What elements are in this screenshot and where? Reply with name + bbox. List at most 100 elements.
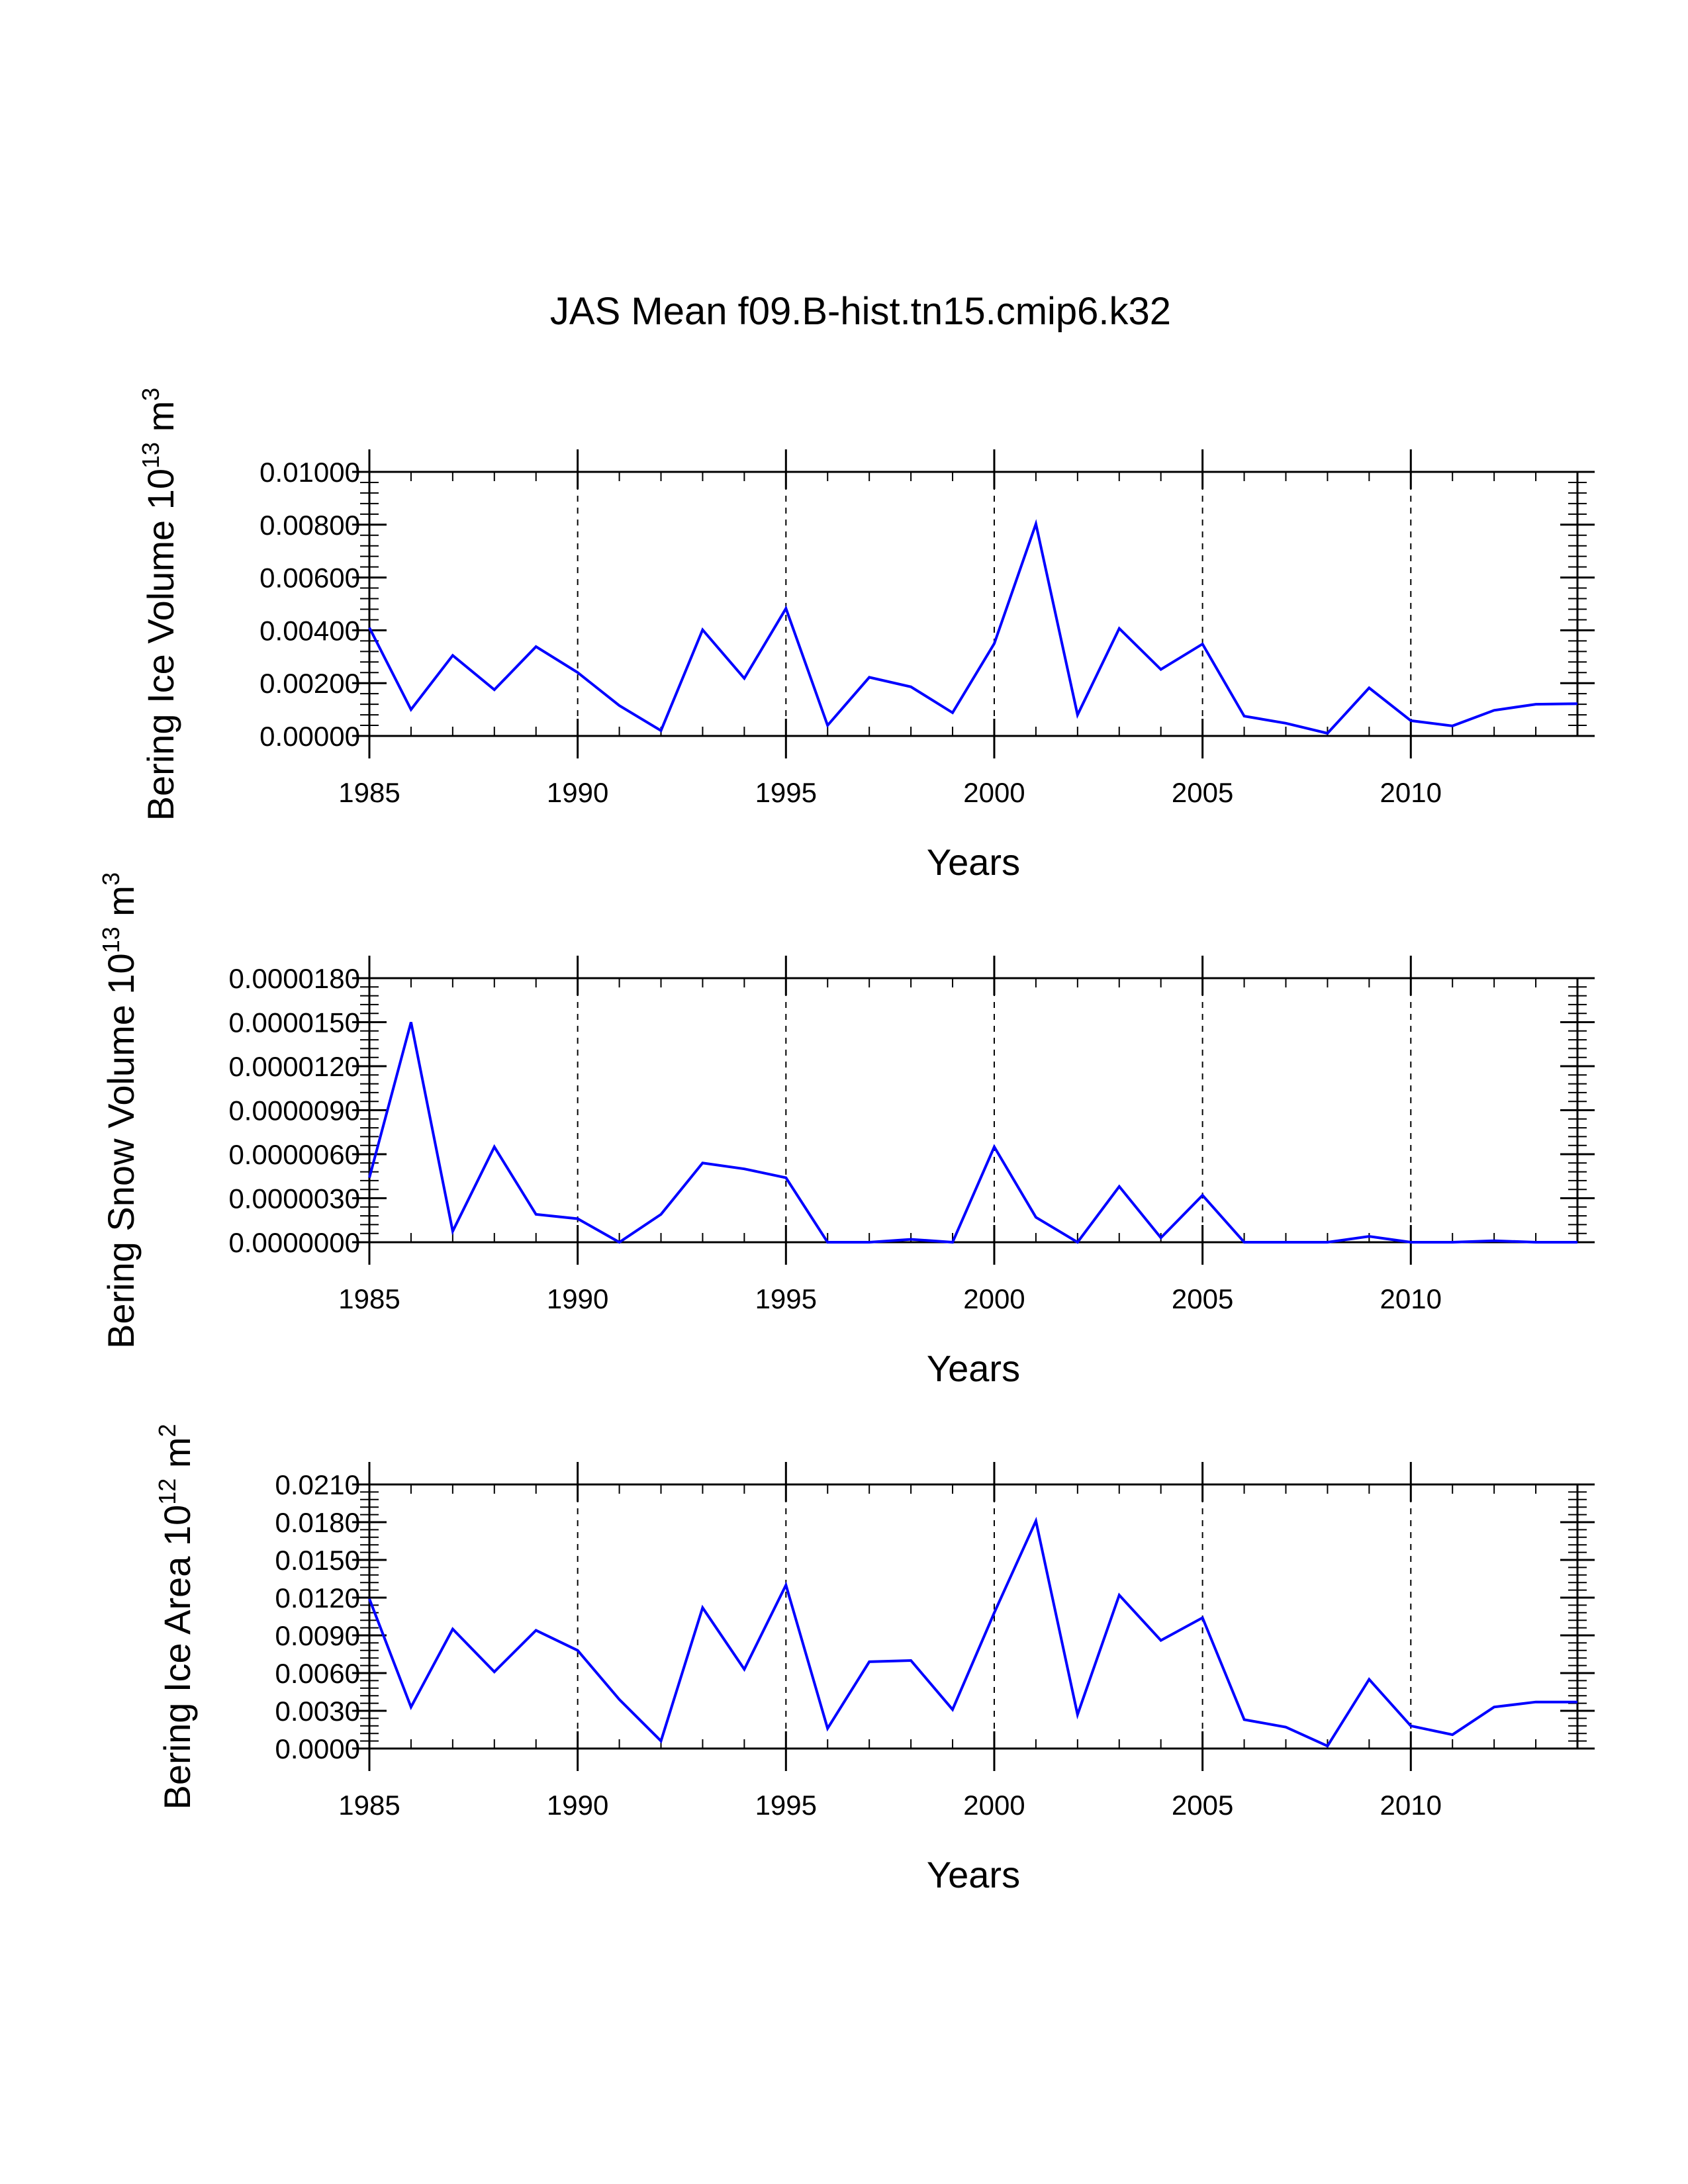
y-tick-label: 0.0180 bbox=[275, 1507, 360, 1538]
data-point bbox=[868, 1661, 870, 1663]
y-tick-label: 0.0060 bbox=[275, 1658, 360, 1689]
x-tick-label: 2005 bbox=[1172, 777, 1233, 808]
y-tick-label: 0.0000150 bbox=[228, 1007, 360, 1038]
data-point bbox=[1576, 702, 1579, 705]
y-tick-label: 0.00200 bbox=[259, 668, 360, 699]
data-point bbox=[368, 1176, 371, 1179]
data-point bbox=[910, 1238, 912, 1241]
data-point bbox=[577, 1649, 579, 1652]
data-point bbox=[910, 1659, 912, 1662]
data-point bbox=[868, 676, 870, 678]
x-axis-label: Years bbox=[927, 1347, 1020, 1389]
plot-frame bbox=[368, 977, 1579, 1244]
data-point bbox=[951, 1241, 954, 1244]
x-tick-label: 1990 bbox=[547, 1283, 608, 1314]
data-point bbox=[993, 642, 996, 645]
y-tick-label: 0.0030 bbox=[275, 1696, 360, 1727]
y-tick-label: 0.00000 bbox=[259, 721, 360, 752]
data-point bbox=[1493, 1240, 1495, 1242]
y-tick-label: 0.0090 bbox=[275, 1620, 360, 1651]
data-point bbox=[1035, 1520, 1037, 1522]
y-axis-label: Bering Ice Area 1012 m2 bbox=[154, 1424, 198, 1809]
data-point bbox=[1284, 1241, 1287, 1244]
panel-ice-area: 1985 1990 1995 2000 2005 2010 0.0000 0.0030 0.00… bbox=[154, 1424, 1595, 1895]
data-point bbox=[826, 724, 829, 727]
data-point bbox=[1160, 668, 1162, 670]
data-point bbox=[618, 704, 621, 707]
data-point bbox=[1284, 1726, 1287, 1729]
x-tick-label: 2010 bbox=[1380, 1790, 1442, 1821]
x-tick-label: 1990 bbox=[547, 777, 608, 808]
data-point bbox=[577, 1218, 579, 1220]
series-line-ice-volume bbox=[368, 519, 1578, 735]
y-tick-label: 0.0000060 bbox=[228, 1139, 360, 1170]
data-point bbox=[1243, 715, 1246, 717]
data-point bbox=[1201, 643, 1204, 645]
data-point bbox=[618, 1241, 621, 1244]
data-point bbox=[910, 686, 912, 688]
plot-frame bbox=[368, 471, 1579, 737]
x-tick-label: 2000 bbox=[963, 1283, 1025, 1314]
data-point bbox=[1409, 1241, 1412, 1244]
data-point bbox=[1160, 1639, 1162, 1642]
data-point bbox=[993, 1612, 996, 1614]
data-point bbox=[451, 1628, 454, 1631]
y-tick-label: 0.00400 bbox=[259, 615, 360, 646]
data-point bbox=[1118, 1594, 1121, 1596]
x-tick-label: 1990 bbox=[547, 1790, 608, 1821]
x-axis-label: Years bbox=[927, 841, 1020, 883]
x-tick-label: 1985 bbox=[338, 777, 400, 808]
x-tick-label: 1995 bbox=[755, 1283, 817, 1314]
data-point bbox=[1409, 1725, 1412, 1727]
data-point bbox=[1576, 1241, 1579, 1244]
data-point bbox=[743, 1668, 745, 1670]
y-tick-label: 0.0150 bbox=[275, 1545, 360, 1576]
data-point bbox=[1451, 725, 1454, 727]
y-tick-label: 0.0000 bbox=[275, 1733, 360, 1764]
panel-snow-volume: 1985 1990 1995 2000 2005 2010 0.0000000 0.00000… bbox=[97, 872, 1595, 1389]
data-point bbox=[1243, 1241, 1246, 1244]
x-tick-label: 2010 bbox=[1380, 777, 1442, 808]
plot-frame bbox=[368, 1483, 1579, 1750]
x-tick-label: 1985 bbox=[338, 1283, 400, 1314]
data-point bbox=[1326, 1745, 1329, 1747]
data-point bbox=[1493, 709, 1495, 711]
x-tick-label: 1995 bbox=[755, 1790, 817, 1821]
data-point bbox=[1534, 1701, 1537, 1704]
x-axis-label: Years bbox=[927, 1854, 1020, 1895]
y-tick-label: 0.0000180 bbox=[228, 963, 360, 994]
data-point bbox=[701, 1606, 704, 1609]
data-point bbox=[1076, 1241, 1079, 1244]
y-tick-label: 0.00800 bbox=[259, 510, 360, 541]
data-point bbox=[1451, 1241, 1454, 1244]
data-point bbox=[993, 1146, 996, 1148]
data-point bbox=[1534, 1241, 1537, 1244]
data-point bbox=[410, 1021, 412, 1024]
data-point bbox=[577, 671, 579, 674]
data-point bbox=[410, 1706, 412, 1708]
data-point bbox=[1409, 719, 1412, 722]
data-point bbox=[951, 1708, 954, 1711]
data-point bbox=[1201, 1616, 1204, 1619]
y-tick-label: 0.0000120 bbox=[228, 1051, 360, 1082]
panel-ice-volume: 1985 1990 1995 2000 2005 2010 0.00000 0.00200 0.… bbox=[137, 388, 1595, 883]
y-tick-label: 0.0120 bbox=[275, 1582, 360, 1614]
figure-title: JAS Mean f09.B-hist.tn15.cmip6.k32 bbox=[550, 290, 1171, 333]
y-tick-label: 0.00600 bbox=[259, 563, 360, 594]
data-point bbox=[660, 729, 663, 732]
y-tick-label: 0.0000030 bbox=[228, 1183, 360, 1214]
data-point bbox=[1368, 1235, 1370, 1238]
data-point bbox=[1576, 1701, 1579, 1704]
y-tick-label: 0.0210 bbox=[275, 1469, 360, 1500]
y-axis-label: Bering Snow Volume 1013 m3 bbox=[97, 872, 142, 1349]
data-point bbox=[1368, 686, 1370, 689]
x-tick-label: 2000 bbox=[963, 777, 1025, 808]
data-point bbox=[784, 607, 787, 610]
data-point bbox=[660, 1213, 663, 1216]
data-point bbox=[1368, 1678, 1370, 1681]
data-point bbox=[1118, 1185, 1121, 1188]
data-point bbox=[826, 1727, 829, 1730]
data-point bbox=[1118, 627, 1121, 630]
